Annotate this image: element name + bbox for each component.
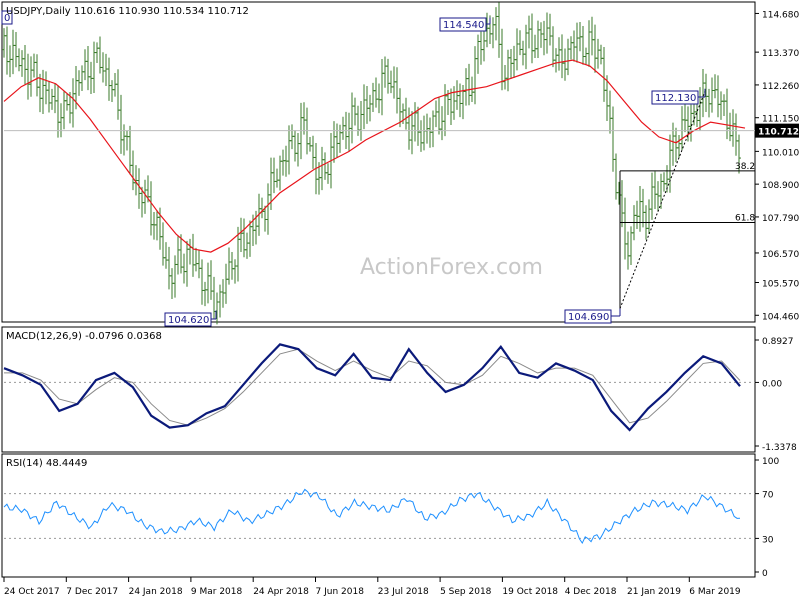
ohlc-bar [737, 134, 741, 174]
price-y-tick-label: 113.370 [762, 49, 799, 59]
swing-callout-label: 114.540 [443, 20, 484, 31]
price-y-tick-label: 114.680 [762, 10, 799, 20]
x-axis-label: 21 Jan 2019 [627, 587, 681, 597]
x-axis-label: 24 Apr 2018 [253, 587, 309, 597]
cutoff-callout-label: 0 [4, 13, 10, 24]
last-price-badge [755, 123, 799, 138]
x-axis-label: 5 Sep 2018 [440, 587, 492, 597]
macd-header: MACD(12,26,9) -0.0796 0.0368 [6, 331, 162, 342]
price-panel: 114.680 113.370 112.260 111.150 110.010 108.9… [1, 2, 799, 327]
macd-y-tick-label: 0.8927 [762, 337, 794, 347]
moving-average-line [3, 59, 746, 253]
price-panel-frame [1, 1, 756, 323]
rsi-y-tick-label: 30 [762, 535, 774, 545]
swing-callout-label: 104.620 [168, 315, 209, 326]
x-axis-label: 9 Mar 2018 [191, 587, 243, 597]
swing-callout: 104.690 [564, 308, 621, 324]
macd-y-tick-label: 0.00 [762, 379, 782, 389]
macd-panel: 0.8927 0.00 -1.3378 [3, 337, 797, 453]
swing-callout: 114.540 [439, 17, 491, 32]
x-axis-label: 6 Mar 2019 [689, 587, 741, 597]
swing-callout-label: 104.690 [568, 312, 609, 323]
swing-callout-label: 112.130 [655, 93, 696, 104]
macd-signal-line [4, 348, 741, 426]
price-y-tick-label: 106.570 [762, 250, 799, 260]
x-axis-label: 7 Jun 2018 [316, 587, 365, 597]
fib-level-label: 61.8 [735, 214, 755, 224]
x-axis-label: 24 Jan 2018 [129, 587, 183, 597]
x-axis-label: 24 Oct 2017 [4, 587, 60, 597]
price-y-tick-label: 112.260 [762, 82, 799, 92]
swing-callout: 104.620 [164, 310, 217, 327]
rsi-header: RSI(14) 48.4449 [6, 458, 87, 469]
cutoff-callout-box [1, 10, 13, 25]
macd-panel-frame [1, 326, 756, 453]
price-y-tick-label: 105.570 [762, 279, 799, 289]
ohlc-bars [2, 2, 741, 325]
last-price-label: 110.712 [758, 128, 799, 138]
price-y-tick-label: 108.900 [762, 181, 799, 191]
rsi-y-tick-label: 70 [762, 491, 774, 501]
x-axis-label: 7 Dec 2017 [66, 587, 118, 597]
macd-line [3, 343, 741, 432]
x-axis: 24 Oct 2017 7 Dec 2017 24 Jan 2018 9 Mar 20… [3, 577, 741, 597]
price-y-tick-label: 111.150 [762, 115, 799, 125]
macd-y-tick-label: -1.3378 [762, 443, 797, 453]
watermark: ActionForex.com [360, 255, 543, 280]
rsi-panel-frame [1, 453, 756, 578]
x-axis-label: 4 Dec 2018 [565, 587, 617, 597]
swing-callout: 112.130 [651, 88, 706, 105]
fib-trend-line [619, 88, 707, 309]
rsi-y-tick-label: 0 [762, 569, 768, 579]
x-axis-label: 23 Jul 2018 [378, 587, 429, 597]
rsi-panel: 100 70 30 0 [3, 457, 779, 579]
price-header: USDJPY,Daily 110.616 110.930 110.534 110… [6, 6, 249, 17]
rsi-y-tick-label: 100 [762, 457, 779, 467]
x-axis-label: 19 Oct 2018 [502, 587, 558, 597]
price-y-tick-label: 107.790 [762, 214, 799, 224]
rsi-line [3, 488, 741, 545]
fib-level-label: 38.2 [735, 162, 755, 172]
price-y-tick-label: 110.010 [762, 148, 799, 158]
price-y-tick-label: 104.460 [762, 312, 799, 322]
